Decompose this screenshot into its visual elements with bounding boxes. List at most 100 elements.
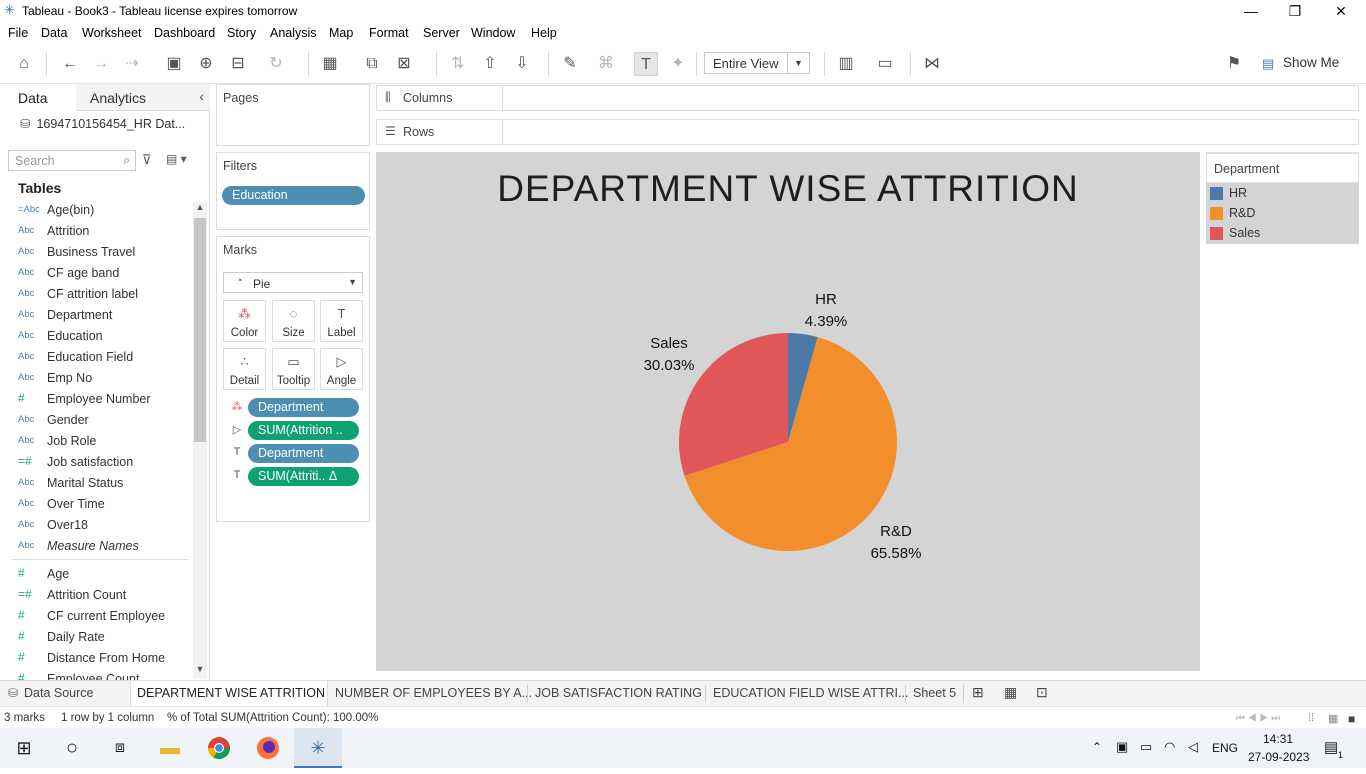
view-options-icon[interactable]: ▤ ▾ xyxy=(166,152,187,166)
new-dashboard-icon[interactable]: ▦ xyxy=(1004,684,1018,700)
file-explorer-icon[interactable]: ▬ xyxy=(160,737,180,759)
tab-sheet-number-of-employees[interactable]: NUMBER OF EMPLOYEES BY A... xyxy=(335,686,533,700)
presentation-mode-icon[interactable]: ▭ xyxy=(877,55,893,72)
field-distance-from-home[interactable]: # Distance From Home xyxy=(0,648,188,669)
pie-slice-hr[interactable] xyxy=(788,333,818,442)
save-icon[interactable]: ▣ xyxy=(166,55,182,72)
new-worksheet-icon[interactable]: ⊞ xyxy=(972,684,984,700)
tab-sheet-education-field[interactable]: EDUCATION FIELD WISE ATTRI... xyxy=(713,686,909,700)
sort-descending-icon[interactable]: ⇩ xyxy=(515,55,529,72)
marks-pill-department-color[interactable]: Department xyxy=(248,398,359,417)
chart-view[interactable]: DEPARTMENT WISE ATTRITION HR 4.39% Sales 3… xyxy=(376,152,1200,671)
tabs-view-icon[interactable]: ■ xyxy=(1348,712,1356,726)
duplicate-sheet-icon[interactable]: ⧉ xyxy=(366,55,378,72)
clock-date[interactable]: 27-09-2023 xyxy=(1248,750,1310,764)
menu-file[interactable]: File xyxy=(8,26,29,40)
tab-sheet-5[interactable]: Sheet 5 xyxy=(913,686,957,700)
datasource-name[interactable]: ⛁ 1694710156454_HR Dat... xyxy=(20,116,205,131)
close-button[interactable]: ✕ xyxy=(1335,3,1347,19)
field-job-role[interactable]: Abc Job Role xyxy=(0,431,188,452)
marks-pill-attrition-label[interactable]: SUM(Attriti.. Δ xyxy=(248,467,359,486)
pie-slice-sales[interactable] xyxy=(679,333,788,476)
new-story-icon[interactable]: ⊡ xyxy=(1036,684,1048,700)
field-business-travel[interactable]: Abc Business Travel xyxy=(0,242,188,263)
clear-sheet-icon[interactable]: ⊠ xyxy=(397,55,411,72)
field-emp-no[interactable]: Abc Emp No xyxy=(0,368,188,389)
language-indicator[interactable]: ENG xyxy=(1212,741,1239,755)
filters-card[interactable]: Filters Education xyxy=(216,152,370,230)
field-gender[interactable]: Abc Gender xyxy=(0,410,188,431)
rows-shelf[interactable]: ☰ Rows xyxy=(376,119,1359,145)
notifications-icon[interactable]: ▤ xyxy=(1324,739,1339,756)
menu-data[interactable]: Data xyxy=(41,26,68,40)
tab-sheet-job-satisfaction[interactable]: JOB SATISFACTION RATING xyxy=(535,686,702,700)
clock-time[interactable]: 14:31 xyxy=(1263,732,1294,746)
show-cards-icon[interactable]: ▥ xyxy=(838,55,854,72)
menu-help[interactable]: Help xyxy=(531,26,557,40)
windows-start-icon[interactable]: ⊞ xyxy=(16,738,32,758)
battery-icon[interactable]: ▭ xyxy=(1140,739,1153,754)
scroll-thumb[interactable] xyxy=(194,218,206,442)
search-input[interactable]: Search ⌕ xyxy=(8,150,136,171)
menu-format[interactable]: Format xyxy=(369,26,409,40)
field-cf-attrition-label[interactable]: Abc CF attrition label xyxy=(0,284,188,305)
meet-icon[interactable]: ▣ xyxy=(1116,739,1129,754)
angle-button[interactable]: ▷ Angle xyxy=(320,348,363,390)
color-button[interactable]: ⁂ Color xyxy=(223,300,266,342)
tableau-taskbar-icon[interactable]: ✳ xyxy=(294,728,342,768)
field-daily-rate[interactable]: # Daily Rate xyxy=(0,627,188,648)
department-legend[interactable]: Department HR R&D Sales xyxy=(1206,152,1359,244)
volume-icon[interactable]: ◁ xyxy=(1188,739,1198,754)
field-list-scrollbar[interactable]: ▲ ▼ xyxy=(193,202,207,678)
sheet-sorter-icon[interactable]: ⁞⁞ xyxy=(1308,712,1315,724)
minimize-button[interactable]: — xyxy=(1244,3,1258,19)
wifi-icon[interactable]: ◠ xyxy=(1164,739,1176,754)
restore-button[interactable]: ❐ xyxy=(1288,3,1302,19)
collapse-pane-icon[interactable]: ‹ xyxy=(199,88,204,104)
menu-server[interactable]: Server xyxy=(423,26,460,40)
swap-axes-icon[interactable]: ⇅ xyxy=(451,55,465,72)
marks-pill-department-label[interactable]: Department xyxy=(248,444,359,463)
pie-slice-rd[interactable] xyxy=(684,337,897,551)
task-view-icon[interactable]: ⧈ xyxy=(114,739,126,756)
show-mark-labels-icon[interactable]: T xyxy=(634,52,658,76)
marks-pill-attrition-angle[interactable]: SUM(Attrition .. xyxy=(248,421,359,440)
field-attrition-count[interactable]: =# Attrition Count xyxy=(0,585,188,606)
show-me-button[interactable]: Show Me xyxy=(1283,55,1340,70)
menu-map[interactable]: Map xyxy=(329,26,354,40)
field-cf-current-employee[interactable]: # CF current Employee xyxy=(0,606,188,627)
field-over18[interactable]: Abc Over18 xyxy=(0,515,188,536)
filmstrip-icon[interactable]: ▦ xyxy=(1328,713,1339,725)
field-age[interactable]: # Age xyxy=(0,564,188,585)
tooltip-button[interactable]: ▭ Tooltip xyxy=(272,348,315,390)
field-education-field[interactable]: Abc Education Field xyxy=(0,347,188,368)
highlight-icon[interactable]: ✎ xyxy=(563,55,577,72)
field-job-satisfaction[interactable]: =# Job satisfaction xyxy=(0,452,188,473)
scroll-up-icon[interactable]: ▲ xyxy=(195,202,205,212)
field-age-bin[interactable]: =Abc Age(bin) xyxy=(0,200,188,221)
filter-icon[interactable]: ⊽ xyxy=(142,152,152,167)
detail-button[interactable]: ∴ Detail xyxy=(223,348,266,390)
pages-card[interactable]: Pages xyxy=(216,84,370,146)
new-worksheet-icon[interactable]: ▦ xyxy=(322,55,338,72)
field-education[interactable]: Abc Education xyxy=(0,326,188,347)
undo-icon[interactable]: ← xyxy=(62,55,78,72)
tab-data[interactable]: Data xyxy=(0,84,76,111)
chrome-icon[interactable] xyxy=(195,728,243,768)
group-members-icon[interactable]: ⌘ xyxy=(598,55,614,72)
firefox-icon[interactable] xyxy=(244,728,292,768)
pie-chart[interactable] xyxy=(376,152,1200,671)
field-measure-names[interactable]: Abc Measure Names xyxy=(0,536,188,557)
new-datasource-icon[interactable]: ⊕ xyxy=(199,55,213,72)
search-icon[interactable]: ○ xyxy=(65,737,79,759)
filter-pill-education[interactable]: Education xyxy=(222,186,365,205)
mark-type-dropdown[interactable]: ◔ Pie ▼ xyxy=(223,272,363,293)
field-department[interactable]: Abc Department xyxy=(0,305,188,326)
menu-story[interactable]: Story xyxy=(227,26,257,40)
menu-worksheet[interactable]: Worksheet xyxy=(82,26,142,40)
field-cf-age-band[interactable]: Abc CF age band xyxy=(0,263,188,284)
sheet-nav-icons[interactable]: ⏮ ◀ ▶ ⏭ xyxy=(1236,713,1281,724)
menu-window[interactable]: Window xyxy=(471,26,516,40)
field-employee-number[interactable]: # Employee Number xyxy=(0,389,188,410)
tray-chevron-up-icon[interactable]: ⌃ xyxy=(1092,740,1103,754)
